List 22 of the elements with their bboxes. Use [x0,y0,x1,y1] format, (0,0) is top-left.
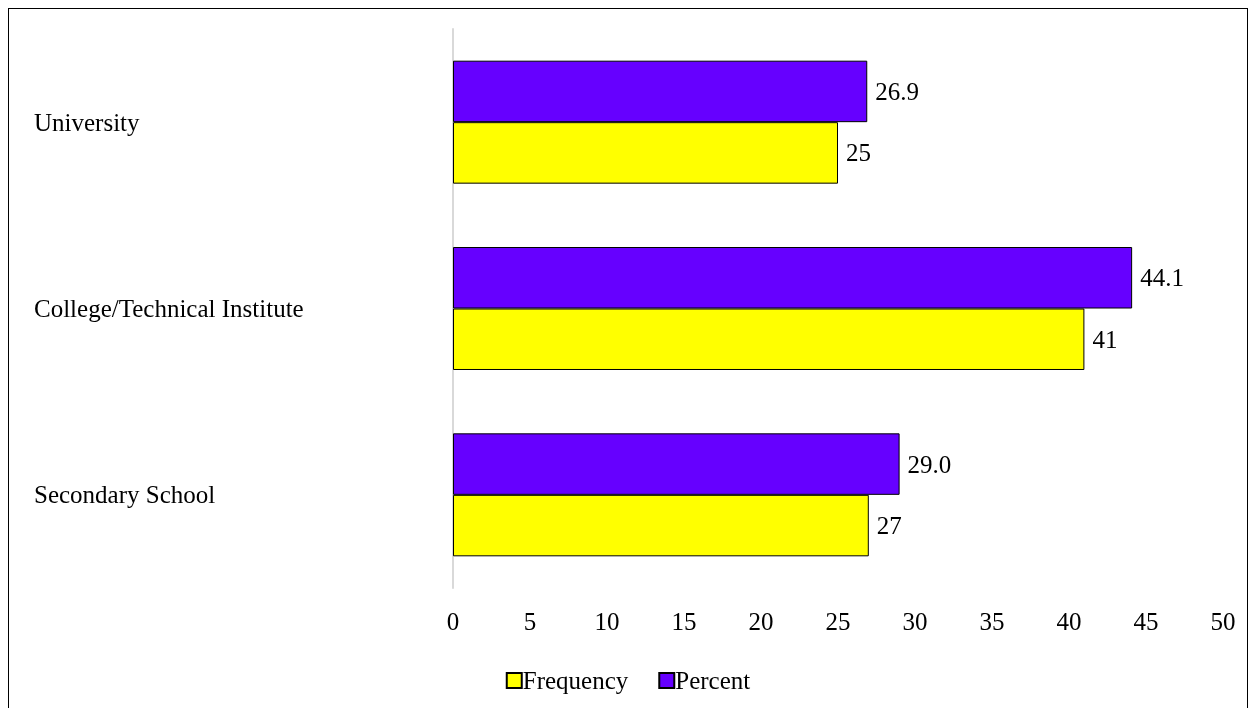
data-label: 27 [876,512,902,540]
y-tick-label: Secondary School [34,481,216,509]
x-tick-label: 25 [825,608,851,635]
x-tick-label: 50 [1210,608,1236,635]
y-tick-label: College/Technical Institute [34,295,304,322]
x-tick-label: 30 [902,608,928,635]
x-tick-label: 20 [748,608,774,635]
x-tick-label: 5 [523,608,537,635]
x-tick-label: 15 [671,608,697,635]
y-tick-label: University [34,108,141,136]
data-label: 25 [846,139,871,167]
legend-label: Percent [675,667,751,694]
data-label: 44.1 [1140,264,1184,292]
data-label: 26.9 [875,77,920,105]
legend-label: Frequency [522,667,629,694]
x-tick-label: 35 [979,608,1005,635]
x-tick-label: 45 [1133,608,1159,635]
x-tick-label: 10 [594,608,620,635]
x-tick-label: 40 [1056,608,1082,635]
x-tick-label: 0 [446,608,460,635]
data-label: 29.0 [907,450,952,478]
data-label: 41 [1092,325,1118,353]
